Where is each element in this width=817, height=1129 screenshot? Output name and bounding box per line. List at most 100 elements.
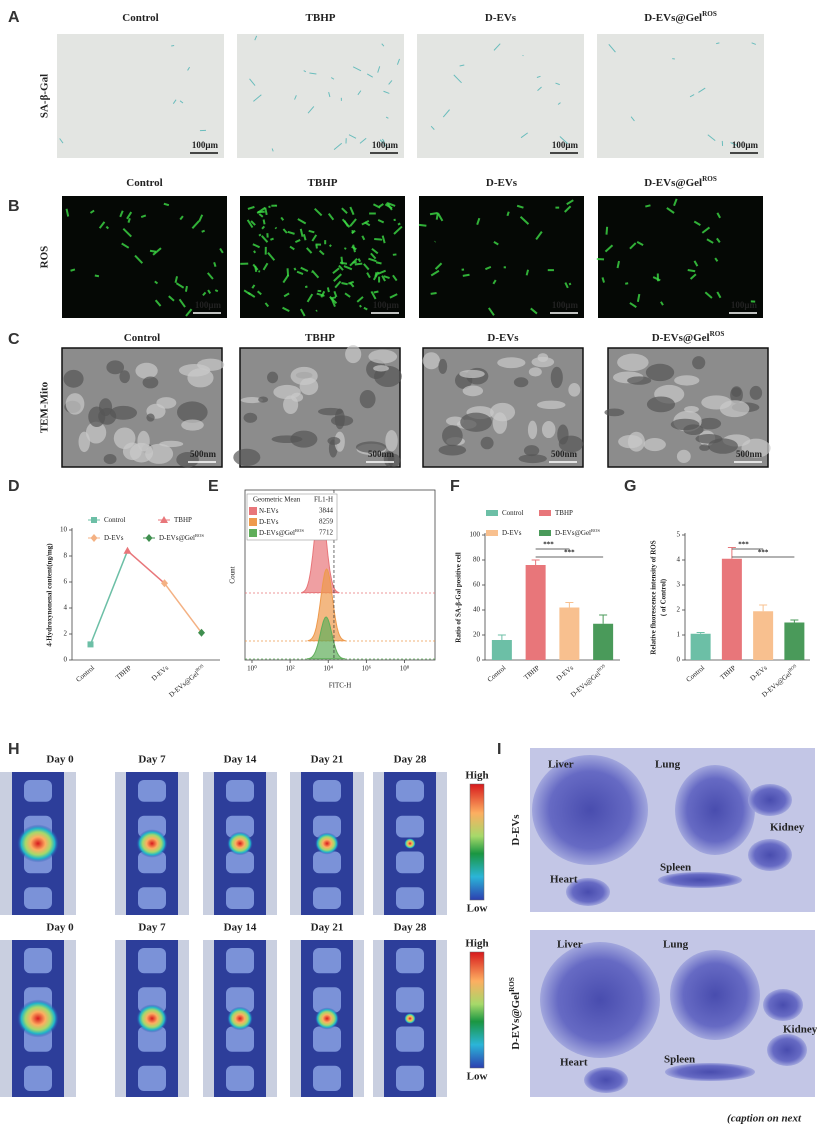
label-text: D-EVs@Gel <box>159 534 195 542</box>
organelle <box>536 400 566 410</box>
day-header: Day 21 <box>311 922 344 934</box>
colorbar <box>469 951 485 1069</box>
bar <box>525 565 546 660</box>
cell <box>214 289 219 293</box>
error-bar <box>696 632 705 634</box>
organelle <box>674 375 700 386</box>
column-header: D-EVs@GelROS <box>644 175 717 189</box>
organelle <box>135 362 158 379</box>
cell <box>429 211 438 216</box>
day-header: Day 14 <box>224 754 257 766</box>
organ-label: Heart <box>550 874 578 886</box>
y-axis-label: Relative fluorescence intensity of ROS <box>650 540 658 654</box>
cell <box>698 87 706 93</box>
label-text: N-EVs <box>259 507 279 515</box>
organ <box>748 839 792 871</box>
superscript: ROS <box>710 330 725 338</box>
organelle <box>749 385 763 400</box>
cell <box>716 237 721 243</box>
vertebra <box>24 887 52 909</box>
legend-swatch <box>486 530 498 536</box>
cell <box>328 91 331 98</box>
cell <box>247 291 256 298</box>
legend-swatch <box>539 530 551 536</box>
organ-label: Kidney <box>783 1024 817 1036</box>
colorbar-high: High <box>465 770 488 782</box>
organelle <box>113 427 136 450</box>
y-tick-label: 2 <box>64 630 68 638</box>
vertebra <box>226 987 254 1013</box>
cell <box>377 269 387 275</box>
x-tick-label: Control <box>74 664 96 684</box>
cell <box>332 267 340 275</box>
label-text: D-EVs@Gel <box>644 12 702 24</box>
cell <box>343 265 353 271</box>
day-header: Day 14 <box>224 922 257 934</box>
cell <box>377 219 385 224</box>
scale-bar-label: 100μm <box>732 140 759 150</box>
cell <box>334 280 342 289</box>
cell <box>262 262 269 271</box>
cell <box>378 203 384 208</box>
cell <box>372 203 381 209</box>
colorbar <box>469 783 485 901</box>
vertebra <box>138 1065 166 1091</box>
marker <box>160 516 168 523</box>
cell <box>629 242 637 250</box>
cell <box>59 138 64 144</box>
y-tick-label: 20 <box>473 631 481 639</box>
label-text: D-EVs <box>485 12 517 24</box>
organelle <box>368 349 398 364</box>
organ-label: Spleen <box>664 1054 695 1066</box>
cell <box>282 274 290 284</box>
x-tick-label: TBHP <box>522 664 541 682</box>
cell <box>537 86 542 92</box>
vertebra <box>226 948 254 974</box>
cell <box>302 233 307 241</box>
cell <box>536 75 541 78</box>
organelle <box>109 405 138 420</box>
label-text: D-EVs@Gel <box>569 669 602 698</box>
organ-label: Heart <box>560 1057 588 1069</box>
cell <box>693 260 699 267</box>
organelle <box>385 430 398 452</box>
organelle <box>243 412 258 423</box>
cell <box>246 219 254 229</box>
bar <box>784 622 805 660</box>
cell <box>171 45 175 47</box>
x-tick-label: 10⁸ <box>400 665 410 673</box>
cell <box>252 243 261 249</box>
cell <box>327 213 335 221</box>
label-text: D-EVs@Gel <box>644 177 702 189</box>
scale-bar-label: 100μm <box>552 140 579 150</box>
cell <box>363 263 370 271</box>
organelle <box>181 419 204 431</box>
label-text: Control <box>74 664 96 684</box>
cell <box>437 213 444 222</box>
cell <box>535 231 543 241</box>
cell <box>354 262 363 266</box>
row-label: D-EVs@GelROS <box>508 977 522 1050</box>
organelle <box>701 395 732 410</box>
scale-bar-label: 100μm <box>731 300 758 310</box>
legend-label: D-EVs <box>104 534 124 542</box>
superscript: ROS <box>508 977 516 992</box>
vertebra <box>226 1065 254 1091</box>
label-text: D-EVs <box>487 332 519 344</box>
cell <box>202 291 207 297</box>
y-tick-label: 1 <box>677 631 681 639</box>
organelle <box>741 438 771 458</box>
significance-label: *** <box>564 549 575 557</box>
organelle <box>699 444 710 451</box>
panel-letter: E <box>208 478 219 495</box>
cell <box>383 90 390 94</box>
scale-bar-label: 100μm <box>195 300 222 310</box>
cell <box>314 207 323 217</box>
vertebra <box>24 780 52 802</box>
cell <box>430 125 435 130</box>
histogram <box>307 568 346 642</box>
x-axis-label: FITC-H <box>329 682 352 690</box>
organelle <box>698 417 722 430</box>
cell <box>174 276 179 283</box>
signal <box>136 1004 168 1033</box>
